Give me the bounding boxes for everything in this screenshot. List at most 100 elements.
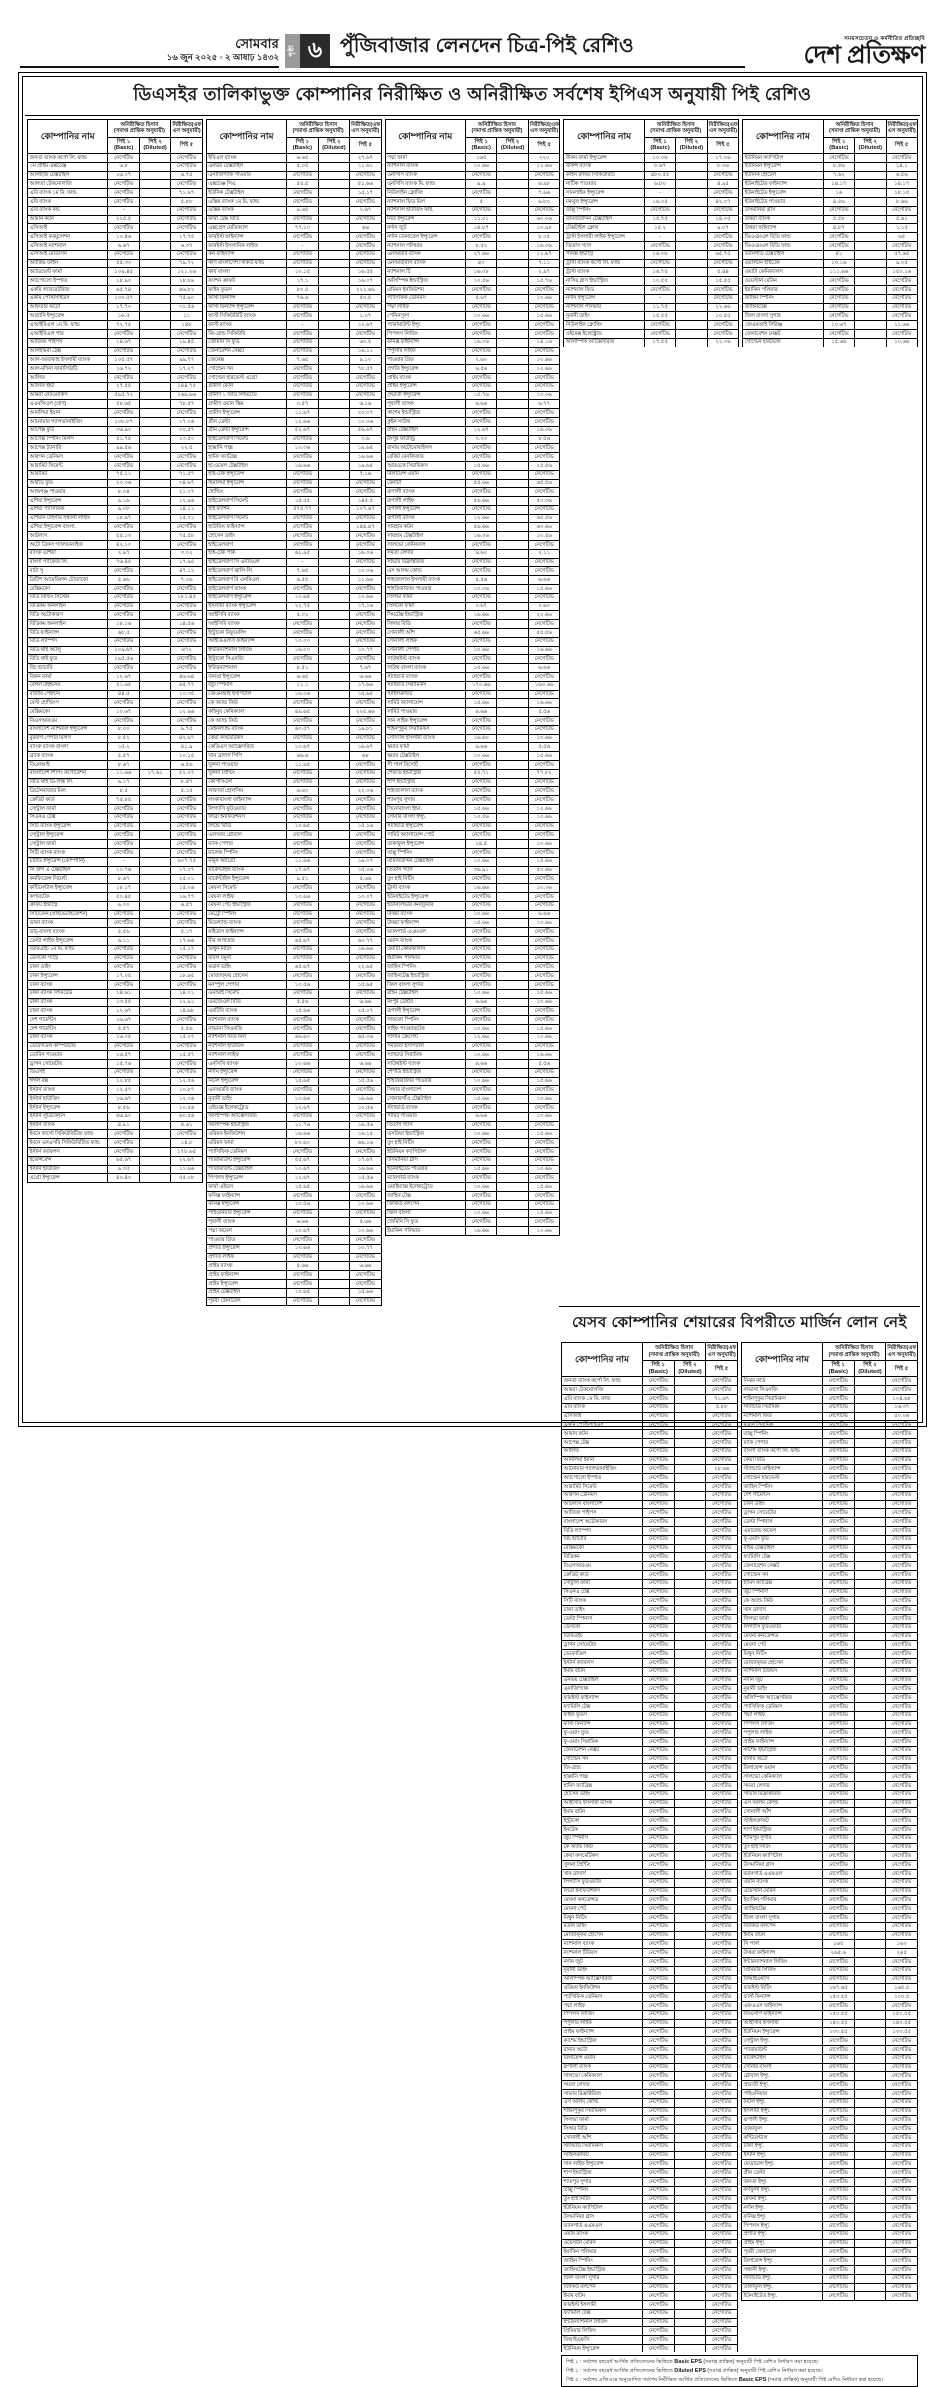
table-row: সী পার্ল রিসোর্ট নেগেটিভ নেগেটিভ <box>384 760 561 770</box>
cell-company-name: নর্দান ইন্স্যু. <box>741 2203 823 2214</box>
cell-pe1: ৯.১৬ <box>107 496 140 506</box>
cell-pe5: ১০.৬৬ <box>349 1199 382 1210</box>
cell-pe5: নেগেটিভ <box>705 1763 738 1774</box>
cell-company-name: জিএসপি ফাইন্যান্স <box>741 2009 823 2020</box>
main-table-column-1: কোম্পানির নাম অনিরীক্ষিত হিসাব (সমাপ্ত প্র… <box>27 119 203 1306</box>
cell-company-name: ঢাকা ব্যাংক <box>27 1006 109 1017</box>
cell-company-name: হাইডেলবার্গ সিমেন্ট <box>205 496 288 506</box>
table-row: শ্যামপুর সুগার নেগেটিভ নেগেটিভ <box>741 1833 918 1844</box>
table-row: জিল বাংলা ১০.৬৬ ১৫.৬৬ <box>384 1208 561 1219</box>
cell-company-name: প্রভাতী ইন্স্যু. <box>741 2080 823 2090</box>
cell-company-name: জেনারেশন নেক্সট <box>561 1745 643 1756</box>
cell-pe2 <box>138 997 172 1008</box>
cell-company-name: আমরা টেকনোলজি <box>561 1385 643 1396</box>
table-row: মেঘনা পেট নেগেটিভ নেগেটিভ <box>561 1904 738 1915</box>
cell-pe5: ১০.১৫ <box>170 751 203 761</box>
cell-pe1: ৭.৬৫ <box>286 355 319 366</box>
cell-pe5: নেগেটিভ <box>706 258 740 269</box>
cell-pe5: নেগেটিভ <box>705 2203 738 2214</box>
cell-company-name: জুট স্পিনার্স <box>561 1833 643 1844</box>
cell-company-name: আইডিএলসি ফাইন্যান্স <box>205 636 288 647</box>
cell-company-name: পাওয়ার গ্রিড <box>384 355 467 366</box>
cell-pe1: নেগেটিভ <box>821 2229 855 2240</box>
cell-pe5: নেগেটিভ <box>349 1023 382 1034</box>
cell-pe1: ১০.৬৬ <box>464 1076 498 1087</box>
table-row: প্যাসিফিক ডেনিমস ৫.৬৭ ১০.৬৬ <box>384 293 561 304</box>
cell-pe5: ১৭.২৭ <box>170 364 203 374</box>
table-row: শার্প ইন্ডাস্ট্রিজ নেগেটিভ নেগেটিভ <box>561 2168 738 2178</box>
cell-pe1: নেগেটিভ <box>641 2229 675 2240</box>
cell-company-name: আরামিট সিমেন্ট <box>561 1481 643 1492</box>
cell-pe2 <box>853 2009 887 2020</box>
cell-pe2 <box>673 1499 707 1510</box>
cell-company-name: ন্যাশনাল টিউবস <box>561 1948 643 1959</box>
cell-company-name: হাইডেলবার্গ ঝালি-লি. <box>205 566 288 577</box>
cell-pe5: নেগেটিভ <box>885 2132 918 2143</box>
table-row: ইন্ট্রাকো নেগেটিভ নেগেটিভ <box>561 1816 738 1827</box>
cell-pe5: ১০৪.৬৮ <box>885 1394 918 1404</box>
cell-pe5: নেগেটিভ <box>705 2106 738 2117</box>
brand-kicker: সময়সচেতন ও কর্মনীতির প্রতিচ্ছবি <box>844 35 925 42</box>
cell-pe1: নেগেটিভ <box>641 1974 675 1985</box>
cell-pe5: নেগেটিভ <box>885 293 918 304</box>
cell-company-name: তিতাস গ্যাস <box>384 1120 467 1131</box>
cell-company-name: আল-মদিনা ফার্মাসিউটি. <box>27 364 109 374</box>
cell-pe2 <box>673 2229 707 2240</box>
cell-company-name: শ্যামপুর সুগার <box>561 2176 643 2187</box>
col-header-pe1: পিই ১ (Basic) <box>822 136 856 155</box>
cell-pe2 <box>138 1164 172 1175</box>
cell-pe5: ১৫.৬৬ <box>527 1129 561 1140</box>
table-row: প্রিমিয়ার লিজিং নেগেটিভ নেগেটিভ <box>561 2326 738 2337</box>
cell-pe1: নেগেটিভ <box>641 1772 675 1783</box>
table-row: ফার্স্ট ফিন্যান্স নেগেটিভ নেগেটিভ <box>561 1719 738 1730</box>
cell-pe2 <box>853 1921 887 1932</box>
cell-pe2 <box>138 320 172 330</box>
cell-pe2 <box>496 425 529 436</box>
cell-pe2 <box>673 2044 707 2055</box>
cell-company-name: পিপলস ইন্স্যু. <box>741 2220 823 2231</box>
table-row: অলিম্পিক অ্যাক্সেসরিজ নেগেটিভ নেগেটিভ <box>561 1974 738 1985</box>
cell-pe5: নেগেটিভ <box>885 1833 918 1844</box>
cell-pe1: নেগেটিভ <box>641 1596 675 1607</box>
cell-pe5: ১২.০৬ <box>170 1094 203 1105</box>
table-row: ফার্মা এইডস ১৫.৬৫ ১৬.৬৬ <box>205 1182 382 1193</box>
cell-pe1: ৫.৫৭ <box>107 751 140 761</box>
cell-pe5: ২০.০৭ <box>349 408 382 418</box>
table-row: উসমানিয়া গ্লাস নেগেটিভ নেগেটিভ <box>742 205 918 216</box>
table-row: বেক্সিমকো নেগেটিভ নেগেটিভ <box>561 1543 738 1554</box>
cell-company-name: এসিআই ন্যাশনাল <box>27 240 109 251</box>
cell-pe1: নেগেটিভ <box>107 408 140 418</box>
cell-company-name: মকবুল ইন্স্যুরেন্স <box>563 197 645 207</box>
cell-pe1: নেগেটিভ <box>464 1191 498 1201</box>
table-row: আটলাস ৫৫.১৩ ৭৫.৫৮ <box>27 531 203 542</box>
cell-company-name: গোল্ডেন সন <box>741 1569 823 1580</box>
cell-pe5: ৬.৬৬ <box>349 672 382 682</box>
table-row: ফনিক্স ইন্স্যুরেন্স ১০.৫৬ ১০.৬৬ <box>205 1199 382 1210</box>
cell-company-name: এশিয়া ইন্স্যুরেন্স <box>27 496 109 506</box>
cell-pe5: ১০.৬৬ <box>885 337 918 347</box>
cell-pe2 <box>317 724 351 735</box>
cell-pe5: নেগেটিভ <box>706 328 740 339</box>
cell-company-name: ডেসকো গ্যাস্ট্র <box>27 953 109 964</box>
cell-company-name: বিচ হ্যাচারি <box>27 663 109 674</box>
table-row: রিলায়েন্স ইন্স্যু. নেগেটিভ নেগেটিভ <box>741 2256 918 2266</box>
cell-pe2 <box>496 803 529 814</box>
table-row: জুট স্পিনার্স নেগেটিভ নেগেটিভ <box>561 1833 738 1844</box>
cell-company-name: স্ট্যান্ডার্ড ব্যাংক <box>384 672 467 682</box>
cell-pe2 <box>317 584 351 594</box>
table-row: নিটল ইন্স্যু. নেগেটিভ নেগেটিভ <box>741 2097 918 2108</box>
cell-pe2 <box>496 161 529 172</box>
table-row: স্ট্যান্ডার্ড ফাইন্যান্স নেগেটিভ নেগেটিভ <box>741 1464 918 1475</box>
cell-company-name: হাইডেলবার্গ সিমেন্ট <box>205 513 288 524</box>
cell-company-name: এনআরবিসি ব্যাংক <box>384 258 467 269</box>
cell-pe2 <box>496 1138 529 1149</box>
cell-company-name: ডেল্টা লাইফ ইন্স্যুরেন্স <box>27 935 109 946</box>
cell-pe1: নেগেটিভ <box>641 2053 675 2064</box>
table-row: সোনালী পেপার ১০.৬৬ ১৬.৬৬ <box>384 645 561 656</box>
cell-pe5: ১৫.৫৬ <box>349 1076 382 1087</box>
cell-pe2 <box>673 1728 707 1739</box>
cell-company-name: আরামিট সিমেন্ট <box>27 460 109 471</box>
cell-pe5: ১০.৭৭ <box>349 1243 382 1254</box>
cell-pe2 <box>496 610 529 621</box>
cell-pe5: নেগেটিভ <box>170 803 203 814</box>
